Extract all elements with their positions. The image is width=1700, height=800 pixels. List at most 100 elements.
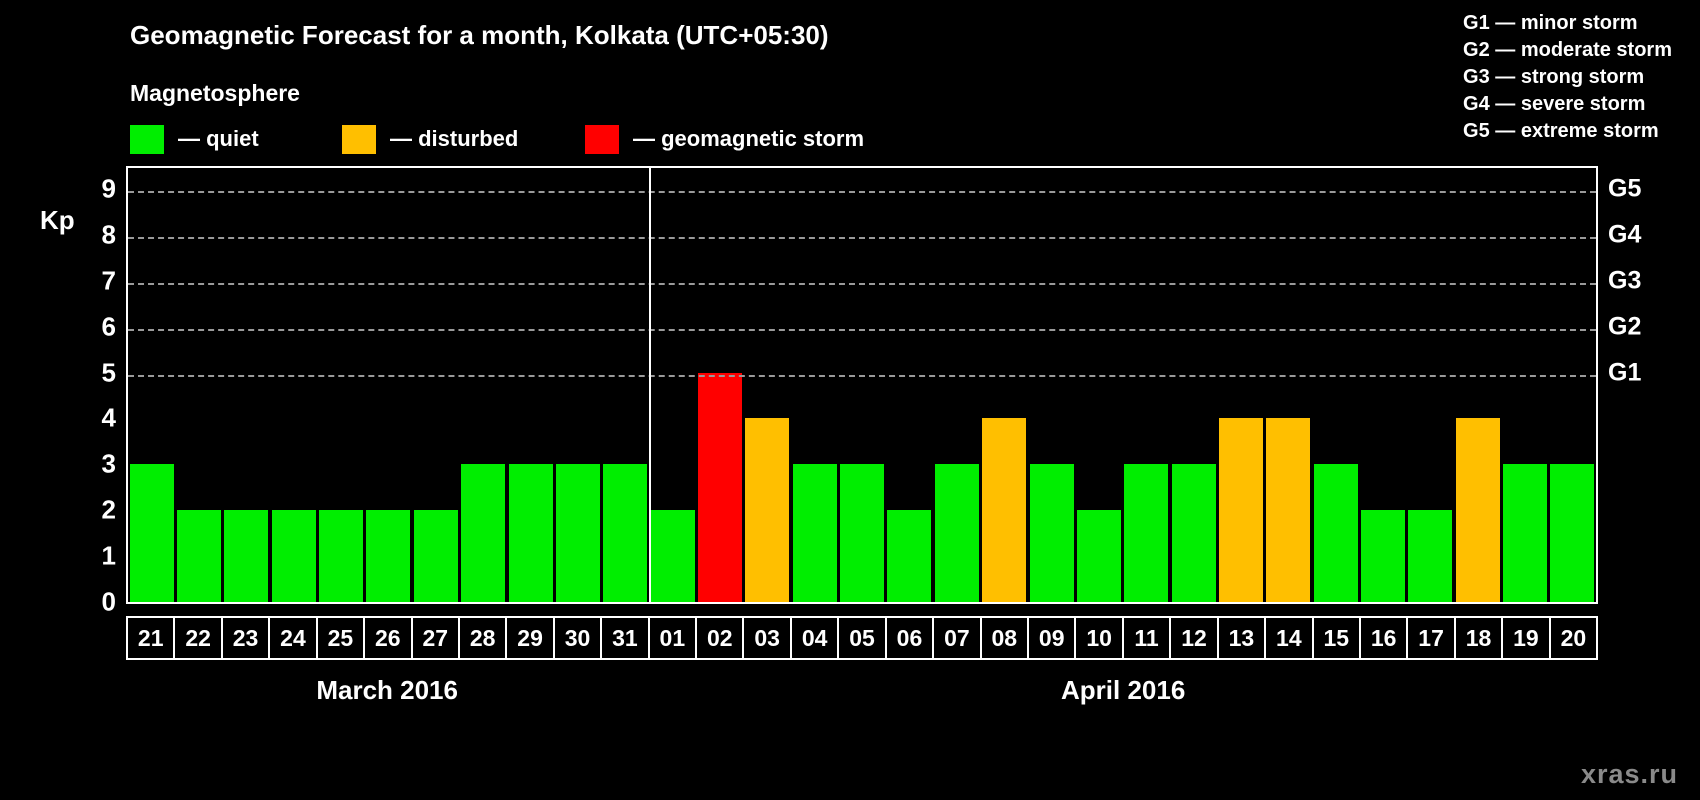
day-label-cell[interactable]: 23: [220, 616, 269, 660]
day-label-cell[interactable]: 18: [1453, 616, 1502, 660]
day-label-cell[interactable]: 17: [1406, 616, 1454, 660]
bar[interactable]: [413, 510, 458, 602]
day-label-cell[interactable]: 05: [837, 616, 885, 660]
day-label-cell[interactable]: 01: [647, 616, 696, 660]
bar[interactable]: [1076, 510, 1121, 602]
bar[interactable]: [1313, 464, 1358, 602]
y-tick-label: 1: [101, 540, 116, 571]
day-label-cell[interactable]: 19: [1501, 616, 1549, 660]
day-label-cell[interactable]: 21: [126, 616, 174, 660]
bar[interactable]: [461, 464, 506, 602]
chart-header: Geomagnetic Forecast for a month, Kolkat…: [0, 0, 1700, 165]
bar[interactable]: [1218, 418, 1263, 602]
bar[interactable]: [982, 418, 1027, 602]
bar[interactable]: [650, 510, 695, 602]
bar-slot: [270, 168, 317, 602]
g-scale-row: G5 — extreme storm: [1463, 120, 1659, 142]
day-label-cell[interactable]: 09: [1027, 616, 1075, 660]
bar[interactable]: [1266, 418, 1311, 602]
bar[interactable]: [887, 510, 932, 602]
bar[interactable]: [508, 464, 553, 602]
day-label-cell[interactable]: 27: [410, 616, 458, 660]
legend-item: — disturbed: [342, 122, 518, 156]
day-label-cell[interactable]: 12: [1169, 616, 1217, 660]
bar[interactable]: [1455, 418, 1500, 602]
x-axis-day-labels: 21 22 23 24 25 26 27 28 29 30 31 01 02 03 04 05 06 07 08 09…: [126, 602, 1599, 660]
bar[interactable]: [319, 510, 364, 602]
bar-slot: [1075, 168, 1122, 602]
bar[interactable]: [1029, 464, 1074, 602]
day-label-cell[interactable]: 29: [505, 616, 553, 660]
plot-inner: [128, 166, 1596, 604]
bar-slot: [1454, 168, 1501, 602]
bar-slot: [1407, 168, 1454, 602]
legend-item-label: — disturbed: [390, 126, 519, 151]
bar[interactable]: [555, 464, 600, 602]
day-label-cell[interactable]: 31: [600, 616, 648, 660]
day-label-cell[interactable]: 26: [363, 616, 411, 660]
bar[interactable]: [792, 464, 837, 602]
bar[interactable]: [1503, 464, 1548, 602]
bar-slot: [223, 168, 270, 602]
bar-slot: [791, 168, 838, 602]
day-label-cell[interactable]: 14: [1264, 616, 1312, 660]
y-tick-label: 8: [101, 219, 116, 250]
plot-area: [126, 166, 1598, 604]
day-label-cell[interactable]: 07: [932, 616, 980, 660]
gridline: [128, 282, 1596, 285]
day-label-cell[interactable]: 30: [552, 616, 601, 660]
day-label-cell[interactable]: 06: [884, 616, 933, 660]
bar[interactable]: [366, 510, 411, 602]
day-label-cell[interactable]: 03: [742, 616, 790, 660]
day-label-cell[interactable]: 02: [695, 616, 743, 660]
y-tick-label: 0: [101, 586, 116, 617]
day-label-cell[interactable]: 28: [457, 616, 506, 660]
bar[interactable]: [934, 464, 979, 602]
bar[interactable]: [177, 510, 222, 602]
bar[interactable]: [129, 464, 174, 602]
day-label-cell[interactable]: 22: [173, 616, 221, 660]
day-label-cell[interactable]: 16: [1358, 616, 1407, 660]
day-label-cell[interactable]: 15: [1311, 616, 1359, 660]
y-tick-label: 3: [101, 448, 116, 479]
g-scale-row: G3 — strong storm: [1463, 66, 1645, 88]
day-label-cell[interactable]: 20: [1548, 616, 1599, 660]
bar-slot: [412, 168, 459, 602]
bar[interactable]: [745, 418, 790, 602]
bar[interactable]: [1171, 464, 1216, 602]
disturbed-legend-swatch-icon: [342, 124, 376, 154]
y-tick-label: 2: [101, 494, 116, 525]
day-label-cell[interactable]: 10: [1074, 616, 1122, 660]
bar-slot: [744, 168, 791, 602]
bar[interactable]: [1124, 464, 1169, 602]
gridline: [128, 374, 1596, 377]
bar-slot: [696, 168, 743, 602]
day-label-cell[interactable]: 08: [979, 616, 1028, 660]
bar[interactable]: [1550, 464, 1595, 602]
g-scale-legend: G1 — minor storm G2 — moderate storm G3 — …: [1463, 10, 1672, 145]
bar-slot: [886, 168, 933, 602]
bar[interactable]: [1408, 510, 1453, 602]
day-label-cell[interactable]: 13: [1216, 616, 1265, 660]
bar-slot: [507, 168, 554, 602]
page-title: Geomagnetic Forecast for a month, Kolkat…: [130, 20, 829, 50]
bar-slot: [175, 168, 222, 602]
day-label-cell[interactable]: 25: [315, 616, 364, 660]
day-label-cell[interactable]: 11: [1121, 616, 1170, 660]
bar-slot: [1312, 168, 1359, 602]
bar-slot: [933, 168, 980, 602]
bar[interactable]: [603, 464, 648, 602]
quiet-legend-swatch-icon: [130, 124, 164, 154]
bar[interactable]: [1361, 510, 1406, 602]
bar-slot: [838, 168, 885, 602]
legend-item-label: — quiet: [178, 126, 259, 151]
legend-item: — quiet: [130, 122, 259, 156]
day-label-cell[interactable]: 24: [268, 616, 316, 660]
bar-slot: [1170, 168, 1217, 602]
day-label-cell[interactable]: 04: [789, 616, 838, 660]
bar[interactable]: [697, 372, 742, 602]
y-axis-title: Kp: [40, 205, 75, 235]
bar[interactable]: [271, 510, 316, 602]
bar[interactable]: [224, 510, 269, 602]
bar[interactable]: [840, 464, 885, 602]
